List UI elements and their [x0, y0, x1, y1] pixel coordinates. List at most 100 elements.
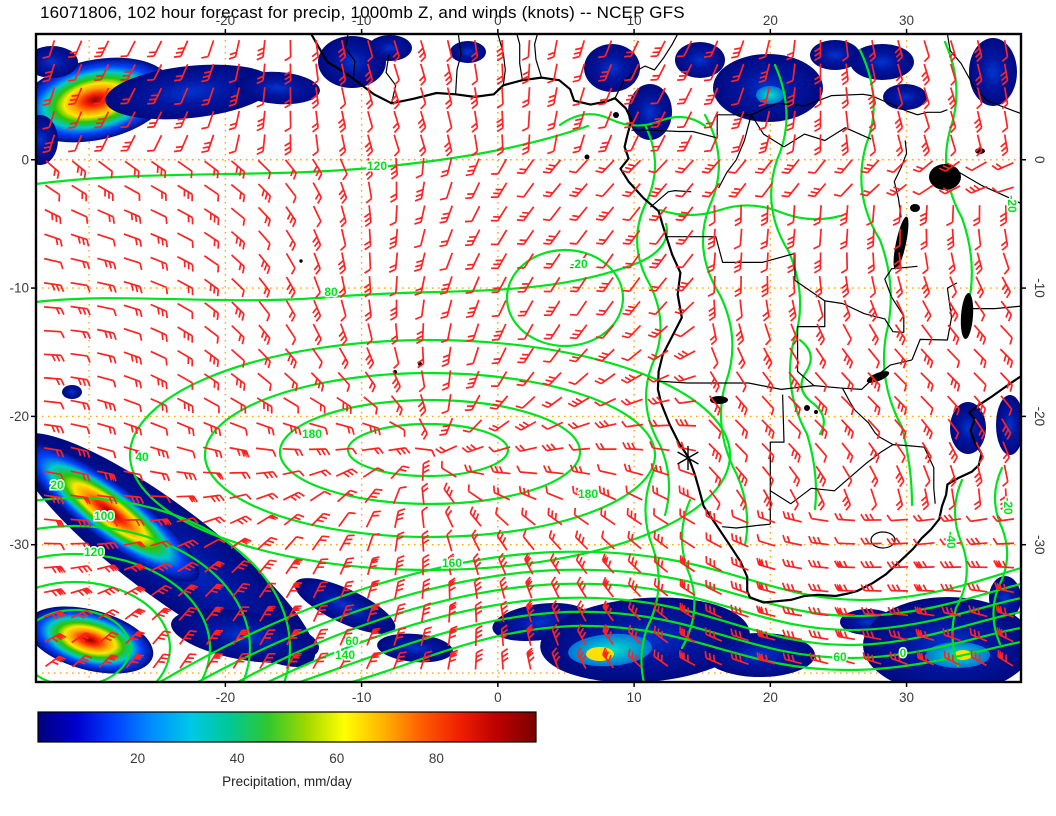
wind-barb: [595, 324, 615, 339]
wind-barb: [173, 111, 189, 129]
wind-barb: [569, 183, 588, 198]
wind-barb: [366, 40, 374, 63]
wind-barb: [97, 281, 117, 293]
wind-barb: [204, 325, 220, 344]
wind-barb: [760, 228, 770, 250]
wind-barb: [886, 183, 907, 196]
wind-barb: [230, 372, 246, 391]
height-contour: [346, 422, 510, 478]
wind-barb: [943, 650, 961, 666]
wind-barb: [256, 87, 266, 108]
wind-barb: [572, 110, 586, 130]
x-tick-label-bottom: 0: [494, 690, 502, 705]
wind-barb: [814, 87, 822, 109]
height-contour: [505, 248, 625, 348]
wind-barb: [120, 40, 136, 58]
wind-barb: [870, 488, 878, 511]
wind-barb: [758, 87, 771, 107]
wind-barb: [496, 39, 504, 62]
wind-barb: [972, 205, 981, 227]
wind-barb: [973, 40, 983, 63]
wind-barb: [152, 653, 171, 669]
wind-barb: [177, 349, 194, 367]
wind-barb: [842, 488, 852, 511]
wind-barb: [94, 40, 110, 58]
wind-barb: [282, 491, 305, 501]
wind-barb: [464, 229, 481, 247]
wind-barb: [491, 323, 507, 341]
wind-barb: [921, 300, 932, 322]
wind-barb: [710, 347, 719, 370]
wind-barb: [313, 252, 321, 275]
island-dot: [804, 405, 810, 411]
wind-barb: [390, 157, 399, 180]
wind-barb: [543, 229, 561, 245]
wind-barb: [860, 513, 882, 521]
wind-barb: [756, 651, 776, 665]
contour-label: -40: [944, 531, 958, 549]
wind-barb: [499, 576, 509, 599]
country-border: [344, 34, 356, 79]
wind-barb: [413, 228, 426, 249]
wind-barb: [447, 649, 459, 670]
wind-barb: [886, 560, 909, 569]
wind-barb: [441, 393, 452, 415]
wind-barb: [496, 134, 504, 156]
wind-barb: [440, 461, 457, 478]
wind-barb: [125, 653, 145, 669]
wind-barb: [284, 87, 292, 109]
wind-barb: [893, 372, 908, 392]
wind-barb: [120, 134, 136, 152]
wind-barb: [231, 277, 245, 298]
wind-barb: [650, 134, 666, 152]
wind-barb: [232, 629, 250, 646]
wind-barb: [1000, 395, 1013, 416]
wind-barb: [974, 300, 986, 322]
wind-barb: [761, 275, 769, 298]
wind-barb: [464, 205, 481, 223]
wind-barb: [70, 233, 90, 247]
wind-barb: [648, 206, 668, 222]
wind-barb: [255, 447, 277, 457]
wind-barb: [123, 304, 143, 318]
wind-barb: [817, 299, 824, 322]
wind-barb: [339, 652, 355, 670]
wind-barb: [547, 87, 558, 108]
wind-barb: [841, 347, 854, 369]
wind-barb: [176, 539, 199, 549]
wind-barb: [176, 517, 199, 524]
wind-barb: [120, 111, 136, 129]
wind-barb: [147, 64, 163, 82]
wind-barb: [439, 252, 454, 271]
wind-barb: [621, 349, 642, 362]
wind-barb: [204, 583, 225, 598]
height-contour: [770, 63, 818, 511]
wind-barb: [938, 185, 961, 195]
wind-barb: [123, 327, 143, 341]
wind-barb: [284, 159, 297, 180]
wind-barb: [598, 485, 617, 501]
wind-barb: [839, 205, 849, 226]
wind-barb: [758, 40, 771, 60]
wind-barb: [201, 40, 215, 59]
wind-barb: [123, 494, 145, 504]
wind-barb: [788, 371, 801, 393]
wind-barb: [230, 160, 246, 179]
wind-barb: [516, 465, 538, 475]
wind-barb: [788, 465, 801, 487]
wind-barb: [205, 606, 224, 622]
geo-layer: [299, 34, 1021, 604]
wind-barb: [675, 159, 694, 174]
y-tick-label-right: -10: [1032, 278, 1047, 298]
island-dot: [584, 154, 590, 160]
wind-barb: [677, 64, 693, 81]
wind-barb: [570, 276, 588, 293]
wind-barb: [999, 372, 1014, 392]
precip-blob: [883, 84, 927, 110]
wind-barb: [650, 40, 666, 58]
wind-barb: [97, 375, 117, 388]
wind-barb: [417, 394, 427, 417]
wind-barb: [675, 277, 694, 292]
wind-barb: [123, 257, 143, 271]
axis-layer: -20 -20 -10 -10 0 0 10 10 20 20 30 30 0 0 -10 -10 -20 -20…: [9, 13, 1047, 705]
